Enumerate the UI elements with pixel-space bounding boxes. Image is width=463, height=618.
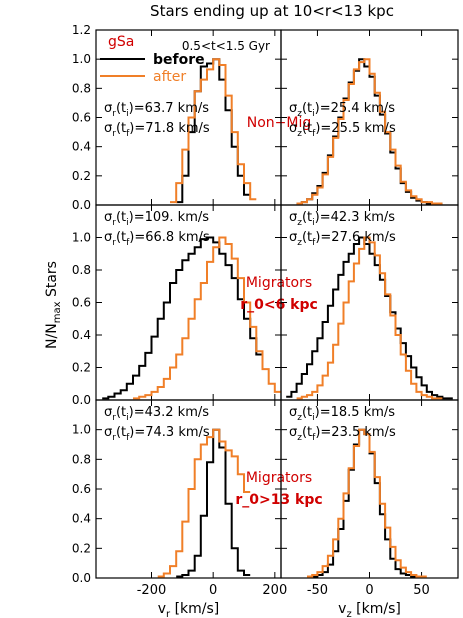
x-tick-label: 200 [262, 583, 287, 598]
y-tick-label: 0.2 [72, 361, 91, 375]
y-axis-label: N/Nmax Stars [44, 261, 63, 349]
sigma-annotation: σr(tf)=71.8 km/s [104, 121, 210, 139]
panel-1-1: 0.0 0.2 0.4 0.6 0.8 1.0 1.2 σr(ti)=63.7 km/s σr(… [72, 23, 311, 212]
sigma-annotation: σz(tf)=23.5 km/s [289, 425, 396, 443]
sigma-annotation: σr(tf)=66.8 km/s [104, 230, 210, 248]
sigma-annotation: σr(ti)=109. km/s [104, 210, 209, 228]
series-before-line [286, 236, 453, 400]
legend-time-range: 0.5<t<1.5 Gyr [182, 39, 270, 53]
y-tick-label: 0.2 [72, 169, 91, 183]
series-after-line [296, 236, 443, 400]
sigma-annotation: σr(tf)=74.3 km/s [104, 425, 210, 443]
y-tick-label: 0.6 [72, 111, 91, 125]
x-axis-label: vz [km/s] [338, 601, 401, 618]
x-tick-label: -200 [137, 583, 167, 598]
group-label: Migrators [246, 470, 312, 486]
sigma-annotation: σz(tf)=27.6 km/s [289, 230, 396, 248]
sigma-annotation: σz(ti)=18.5 km/s [289, 405, 395, 423]
series-after-line [157, 428, 251, 578]
x-tick-label: -50 [307, 583, 328, 598]
y-tick-label: 0.4 [72, 140, 91, 154]
x-tick-label: 0 [209, 583, 217, 598]
y-tick-label: 0.8 [72, 81, 91, 95]
panel-3-1: 0.0 0.2 0.4 0.6 0.8 1.0 -200 0 200 vr [km/s] σr(ti… [72, 399, 323, 618]
y-tick-label: 0.8 [72, 263, 91, 277]
series-after-line [170, 58, 257, 204]
panel-2-2: σz(ti)=42.3 km/s σz(tf)=27.6 km/s [280, 204, 459, 401]
panel-3-2: -50 0 50 vz [km/s] σz(ti)=18.5 km/s σz(tf)=23… [280, 399, 459, 618]
sigma-annotation: σz(ti)=25.4 km/s [289, 101, 395, 119]
y-axis-label-text: N/Nmax Stars [44, 261, 63, 349]
y-tick-label: 1.0 [72, 231, 91, 245]
y-tick-label: 0.8 [72, 452, 91, 466]
y-tick-label: 0.0 [72, 393, 91, 407]
series-before-line [312, 428, 422, 578]
y-axis-label-base: N/N [44, 323, 60, 349]
group-label: r_0>13 kpc [235, 492, 322, 508]
legend-galaxy: gSa [108, 34, 134, 50]
series-before-line [102, 236, 263, 400]
x-tick-label: 0 [365, 583, 373, 598]
y-tick-label: 0.0 [72, 198, 91, 212]
series-after-line [133, 236, 281, 400]
group-label: r_0<6 kpc [240, 297, 318, 313]
panel-1-2: σz(ti)=25.4 km/s σz(tf)=25.5 km/s [280, 29, 459, 206]
panel-2-1: 0.0 0.2 0.4 0.6 0.8 1.0 σr(ti)=109. km/s σr(tf)… [72, 204, 318, 407]
series-before-line [176, 428, 251, 578]
group-label: Non−Mig [247, 115, 312, 131]
y-tick-label: 0.4 [72, 512, 91, 526]
panels: 0.0 0.2 0.4 0.6 0.8 1.0 1.2 σr(ti)=63.7 km/s σr(… [72, 23, 459, 618]
y-tick-label: 1.0 [72, 423, 91, 437]
y-tick-label: 1.0 [72, 52, 91, 66]
series-after-line [307, 428, 427, 578]
sigma-annotation: σz(ti)=42.3 km/s [289, 210, 395, 228]
y-tick-label: 0.0 [72, 571, 91, 585]
sigma-annotation: σz(tf)=25.5 km/s [289, 121, 396, 139]
series-after-line [296, 58, 443, 205]
legend-after-label: after [153, 69, 186, 85]
legend: gSa 0.5<t<1.5 Gyr before after [100, 34, 270, 85]
y-tick-label: 0.6 [72, 296, 91, 310]
sigma-annotation: σr(ti)=43.2 km/s [104, 405, 209, 423]
y-tick-label: 1.2 [72, 23, 91, 37]
sigma-annotation: σr(ti)=63.7 km/s [104, 101, 209, 119]
y-axis-label-sub: max [52, 301, 63, 323]
x-tick-label: 50 [413, 583, 430, 598]
group-label: Migrators [246, 275, 312, 291]
y-tick-label: 0.2 [72, 541, 91, 555]
x-axis-label: vr [km/s] [158, 601, 220, 618]
figure-title: Stars ending up at 10<r<13 kpc [150, 2, 394, 20]
y-tick-label: 0.6 [72, 482, 91, 496]
y-tick-label: 0.4 [72, 328, 91, 342]
legend-before-label: before [153, 52, 205, 68]
y-axis-label-rest: Stars [44, 261, 60, 301]
